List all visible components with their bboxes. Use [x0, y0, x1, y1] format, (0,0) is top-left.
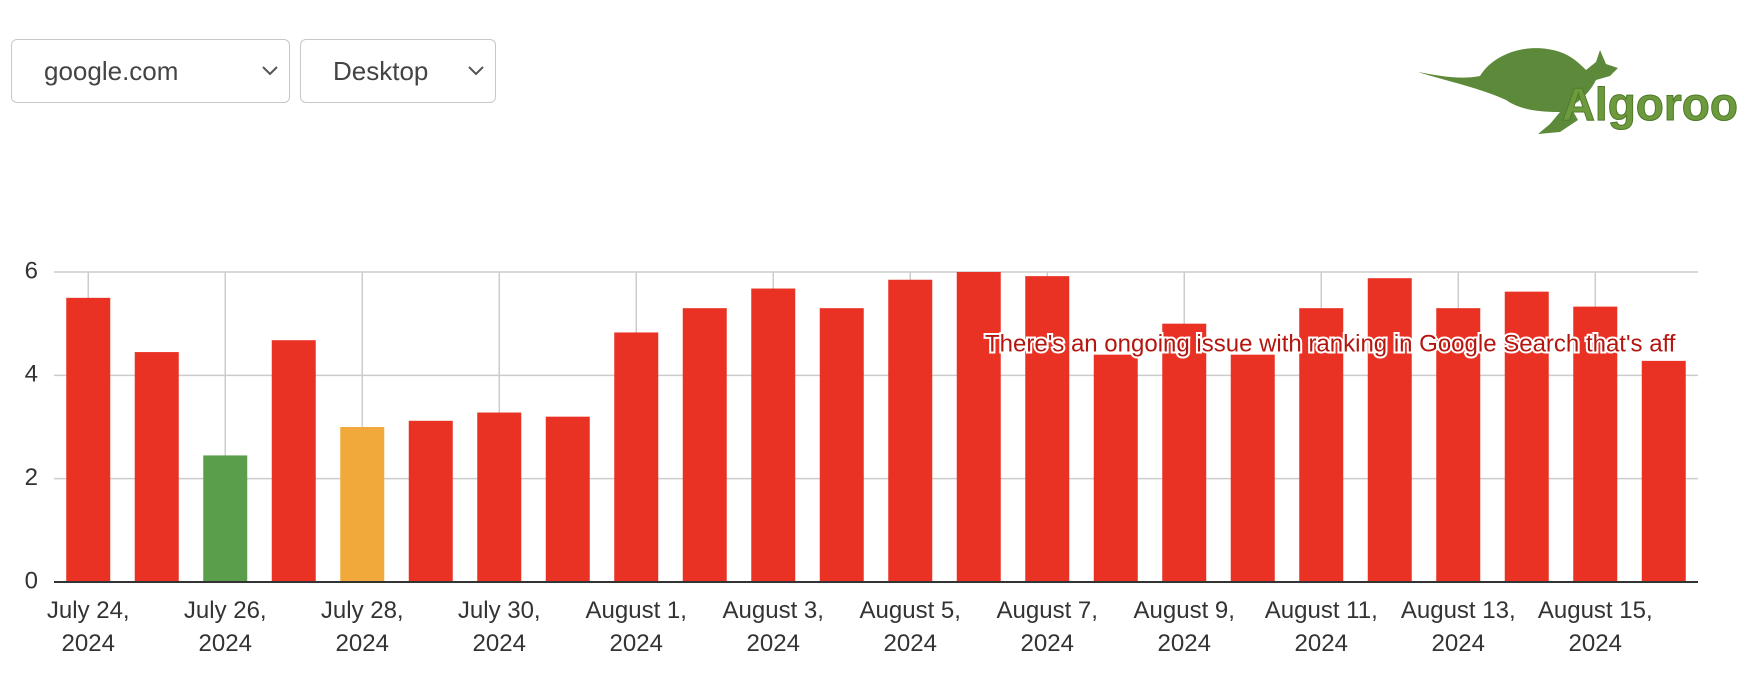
- y-tick-label: 4: [25, 361, 38, 388]
- y-tick-label: 6: [25, 257, 38, 284]
- x-tick-label: July 26, 2024: [183, 597, 267, 657]
- bar: [203, 455, 248, 582]
- x-tick-label: August 7, 2024: [996, 597, 1098, 657]
- x-tick-label: July 30, 2024: [457, 597, 541, 657]
- x-tick-label: August 1, 2024: [585, 597, 687, 657]
- bar: [751, 288, 796, 582]
- logo-kangaroo: [1418, 48, 1618, 134]
- device-select[interactable]: Desktop: [300, 39, 496, 103]
- bar: [888, 279, 933, 582]
- x-tick-label: July 24, 2024: [46, 597, 130, 657]
- bar: [819, 308, 864, 582]
- bar: [1641, 360, 1686, 582]
- y-tick-label: 0: [25, 567, 38, 594]
- site-select-value: google.com: [44, 56, 179, 86]
- bar: [545, 416, 590, 582]
- annotation: There's an ongoing issue with ranking in…: [985, 330, 1676, 357]
- x-tick-label: July 28, 2024: [320, 597, 404, 657]
- bar: [1367, 278, 1412, 582]
- bar: [1162, 323, 1207, 582]
- logo-text: Algoroo: [1562, 78, 1738, 130]
- bar: [477, 412, 522, 582]
- bar: [1504, 291, 1549, 582]
- bar: [271, 340, 316, 582]
- bar: [1025, 276, 1070, 582]
- x-tick-label: August 15, 2024: [1537, 597, 1653, 657]
- x-tick-label: August 11, 2024: [1264, 597, 1378, 657]
- bar: [1093, 354, 1138, 582]
- bar: [682, 308, 727, 582]
- bar: [1436, 308, 1481, 582]
- x-tick-label: August 9, 2024: [1133, 597, 1235, 657]
- device-select-value: Desktop: [333, 56, 429, 86]
- x-tick-label: August 13, 2024: [1400, 597, 1516, 657]
- bar: [408, 420, 453, 582]
- bar: [340, 427, 385, 582]
- bar: [1573, 306, 1618, 582]
- site-select[interactable]: google.com: [11, 39, 290, 103]
- bar: [956, 272, 1001, 582]
- chevron: [468, 66, 484, 76]
- y-tick-label: 2: [25, 464, 38, 491]
- chevron: [262, 66, 278, 76]
- bar: [614, 332, 659, 582]
- x-tick-label: August 3, 2024: [722, 597, 824, 657]
- bar: [66, 297, 111, 582]
- x-tick-label: August 5, 2024: [859, 597, 961, 657]
- bar: [1230, 354, 1275, 582]
- logo: Algoroo: [1418, 48, 1739, 134]
- bar: [134, 352, 179, 582]
- bar: [1299, 308, 1344, 582]
